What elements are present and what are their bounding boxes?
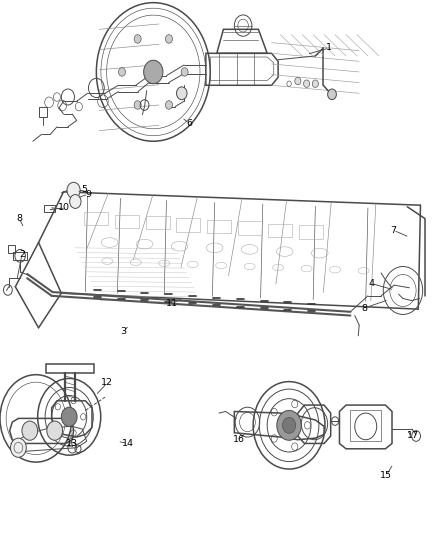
Circle shape: [295, 77, 301, 85]
Text: 4: 4: [368, 279, 374, 288]
Text: 7: 7: [390, 226, 396, 235]
Circle shape: [304, 80, 310, 87]
Bar: [84, 212, 109, 225]
Text: 17: 17: [406, 432, 419, 440]
Text: 6: 6: [186, 119, 192, 128]
Circle shape: [61, 407, 77, 426]
Text: 10: 10: [57, 204, 70, 212]
Circle shape: [70, 195, 81, 208]
Bar: [237, 222, 261, 235]
Circle shape: [166, 35, 173, 43]
Circle shape: [134, 101, 141, 109]
Bar: [176, 219, 200, 231]
Text: 11: 11: [166, 300, 178, 308]
Circle shape: [328, 89, 336, 100]
Text: 15: 15: [380, 471, 392, 480]
Text: 16: 16: [233, 435, 245, 444]
Circle shape: [22, 421, 38, 440]
Circle shape: [67, 182, 80, 198]
Circle shape: [134, 35, 141, 43]
Text: 8: 8: [16, 214, 22, 223]
Circle shape: [277, 410, 301, 440]
Bar: [207, 220, 231, 233]
Text: 8: 8: [361, 304, 367, 312]
Circle shape: [312, 80, 318, 87]
Bar: [268, 224, 293, 237]
Text: 14: 14: [122, 439, 134, 448]
Text: 12: 12: [101, 378, 113, 387]
Circle shape: [181, 68, 188, 76]
Bar: [115, 215, 139, 228]
Text: 1: 1: [326, 44, 332, 52]
Text: 5: 5: [81, 185, 87, 193]
Bar: [299, 225, 323, 239]
Text: 9: 9: [85, 190, 92, 198]
Text: 13: 13: [66, 439, 78, 448]
Circle shape: [166, 101, 173, 109]
Circle shape: [283, 417, 296, 433]
Circle shape: [144, 60, 163, 84]
Bar: [145, 216, 170, 229]
Text: 2: 2: [19, 251, 25, 259]
Circle shape: [11, 438, 26, 457]
Circle shape: [118, 68, 125, 76]
Text: 3: 3: [120, 327, 127, 336]
Circle shape: [47, 421, 63, 440]
Circle shape: [177, 87, 187, 100]
